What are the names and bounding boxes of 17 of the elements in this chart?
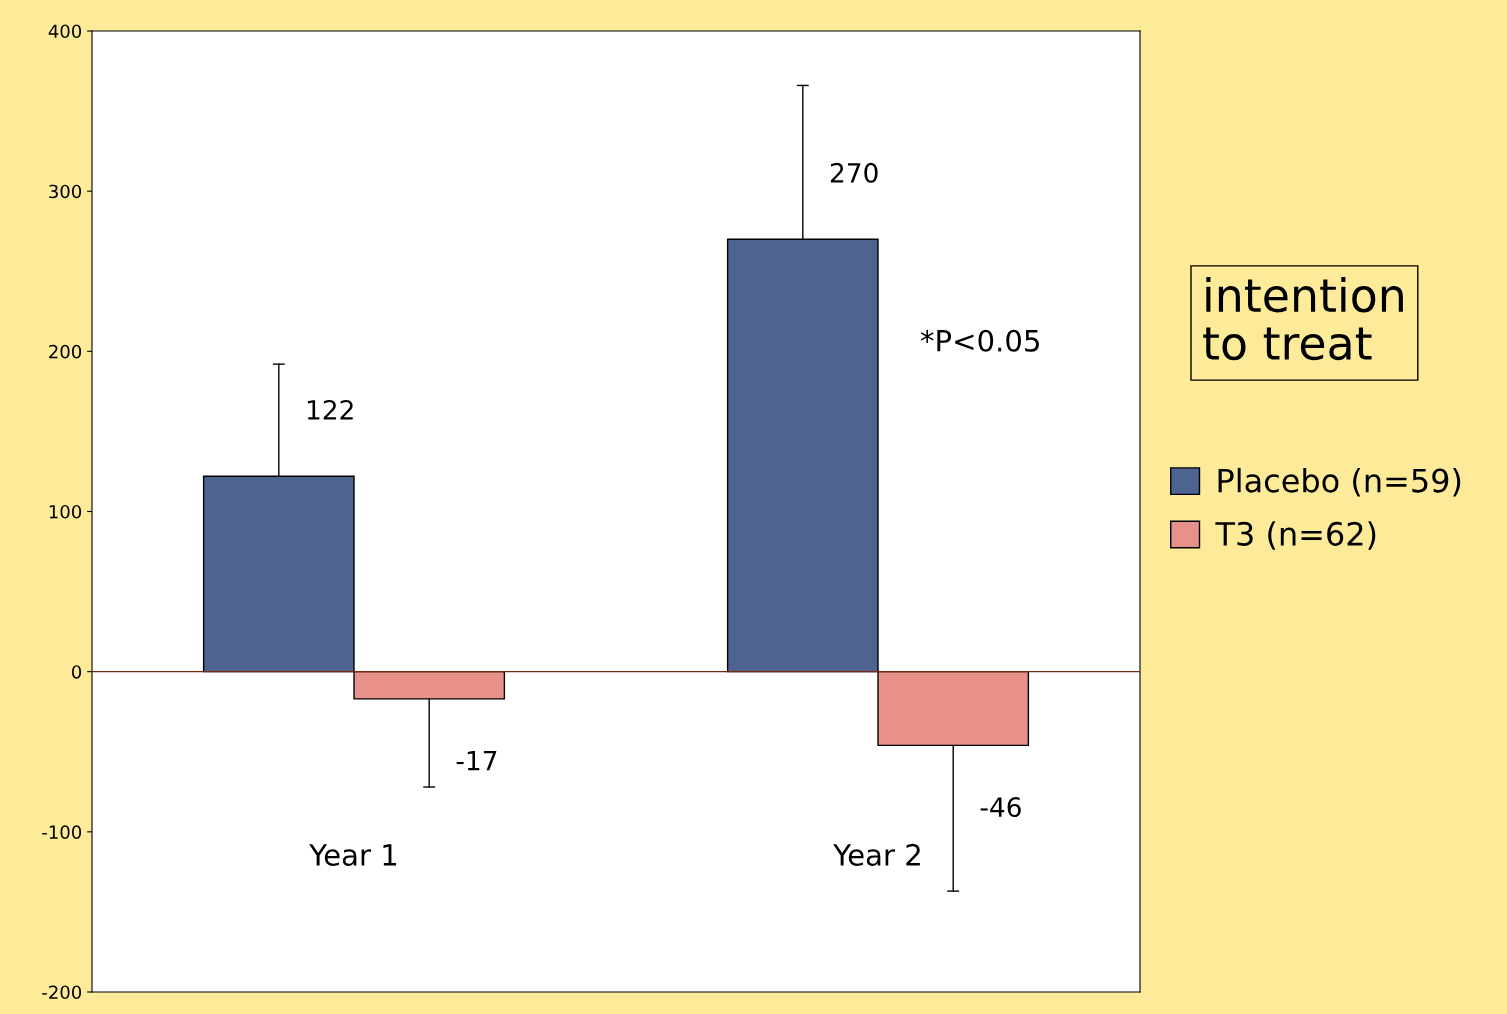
y-tick-label: -100 (42, 825, 82, 839)
text: intention to treat (1203, 276, 1403, 361)
data-label: -46 (980, 797, 1021, 818)
y-tick-label: 200 (49, 344, 82, 359)
data-label: -17 (456, 751, 497, 771)
x-tick-label: Year 1 (309, 844, 397, 866)
data-label: 122 (307, 399, 353, 420)
x-tick-label: Year 2 (833, 843, 920, 866)
y-tick-label: 0 (71, 665, 82, 679)
legend-label: T3 (n=62) (1215, 521, 1376, 550)
y-tick-label: 100 (49, 504, 82, 519)
legend-label: Placebo (n=59) (1218, 467, 1461, 497)
y-tick-label: 300 (49, 184, 82, 199)
y-tick-label: 400 (48, 24, 82, 39)
annotation: *P<0.05 (920, 329, 1039, 352)
y-tick-label: -200 (42, 985, 82, 1000)
data-label: 270 (830, 162, 878, 183)
